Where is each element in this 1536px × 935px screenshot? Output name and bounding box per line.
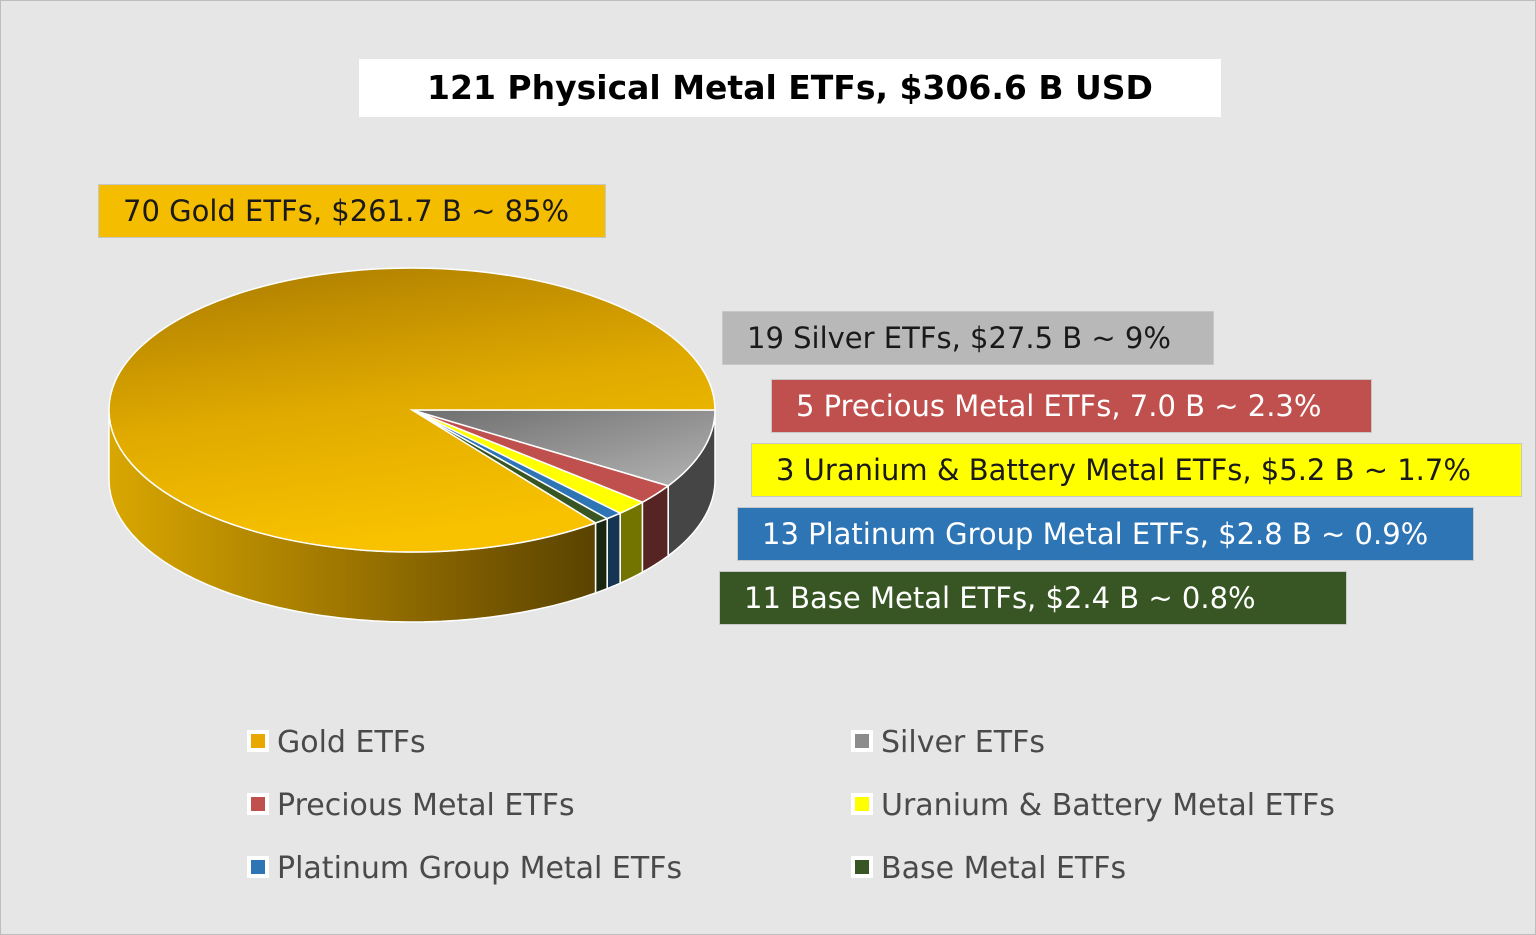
legend-item-uranium: Uranium & Battery Metal ETFs xyxy=(851,786,1335,826)
legend-swatch-base xyxy=(851,855,873,878)
legend-item-silver: Silver ETFs xyxy=(851,723,1045,763)
chart-title: 121 Physical Metal ETFs, $306.6 B USD xyxy=(359,59,1221,117)
legend-swatch-silver xyxy=(851,729,873,752)
legend-item-platinum: Platinum Group Metal ETFs xyxy=(247,849,682,889)
legend-swatch-uranium xyxy=(851,792,873,815)
legend-label: Base Metal ETFs xyxy=(881,851,1127,886)
legend-label: Uranium & Battery Metal ETFs xyxy=(881,788,1335,823)
pie-side-base-metal-etfs xyxy=(594,517,608,595)
legend-label: Precious Metal ETFs xyxy=(277,788,575,823)
legend-swatch-gold xyxy=(247,729,269,752)
legend-label: Gold ETFs xyxy=(277,725,426,760)
callout-gold: 70 Gold ETFs, $261.7 B ~ 85% xyxy=(98,184,606,238)
legend-item-base: Base Metal ETFs xyxy=(851,849,1126,889)
callout-precious: 5 Precious Metal ETFs, 7.0 B ~ 2.3% xyxy=(771,379,1372,433)
legend-swatch-platinum xyxy=(247,855,269,878)
pie-slice-silver-etfs xyxy=(411,409,716,487)
callout-platinum: 13 Platinum Group Metal ETFs, $2.8 B ~ 0… xyxy=(737,507,1474,561)
pie-side-uranium-battery-metal-etfs xyxy=(619,500,644,585)
legend-item-precious: Precious Metal ETFs xyxy=(247,786,575,826)
legend-swatch-precious xyxy=(247,792,269,815)
pie-slice-gold-etfs xyxy=(108,267,716,553)
legend-item-gold: Gold ETFs xyxy=(247,723,426,763)
pie-side-platinum-group-metal-etfs xyxy=(606,512,621,590)
callout-uranium: 3 Uranium & Battery Metal ETFs, $5.2 B ~… xyxy=(751,443,1522,497)
legend-label: Silver ETFs xyxy=(881,725,1045,760)
legend-label: Platinum Group Metal ETFs xyxy=(277,851,683,886)
callout-silver: 19 Silver ETFs, $27.5 B ~ 9% xyxy=(722,311,1214,365)
callout-base: 11 Base Metal ETFs, $2.4 B ~ 0.8% xyxy=(719,571,1347,625)
